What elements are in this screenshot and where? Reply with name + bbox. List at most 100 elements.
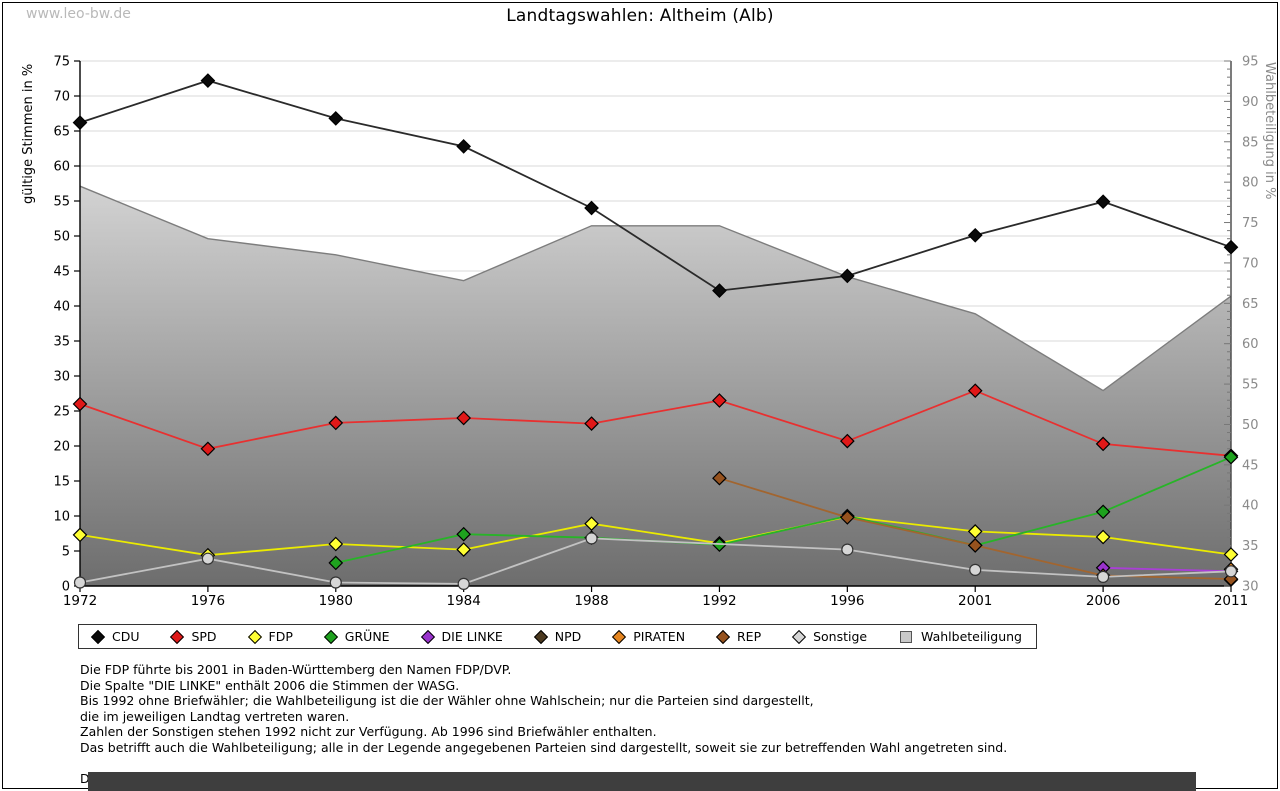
data-point-cdu (456, 139, 472, 154)
y-right-tick-label: 30 (1242, 580, 1259, 595)
data-point-spd (839, 433, 855, 449)
y-right-tick-label: 40 (1242, 499, 1259, 514)
series-cdu (72, 73, 1239, 298)
x-tick-label: 1980 (319, 593, 353, 609)
data-point-spd (328, 415, 344, 431)
turnout-area (79, 185, 1232, 586)
series-line-spd (79, 389, 1232, 457)
series-spd (72, 383, 1239, 464)
legend: CDU SPD FDP GRÜNE DIE LINKE NPD PIRATEN REP Sons… (78, 624, 1037, 649)
legend-item-sonstige: Sonstige (791, 629, 868, 644)
legend-item-wahlbeteiligung: Wahlbeteiligung (900, 629, 1022, 644)
data-point-cdu (839, 268, 855, 284)
bottom-bar (88, 772, 1196, 791)
data-point-sonstige (969, 563, 982, 577)
data-point-spd (712, 393, 727, 408)
data-point-spd (584, 416, 599, 431)
data-point-cdu (712, 283, 727, 298)
x-tick-label: 1976 (191, 593, 225, 609)
axes: 0 5 10 15 20 25 30 35 40 45 50 55 60 65 70 75 30 35 40 45 50… (21, 55, 1277, 610)
data-point-sonstige (329, 576, 342, 589)
y-left-tick-label: 35 (53, 335, 70, 350)
legend-label: SPD (191, 629, 217, 644)
y-right-tick-label: 50 (1242, 418, 1259, 433)
legend-item-npd: NPD (533, 629, 581, 644)
wahlbeteiligung-legend-marker (900, 630, 913, 643)
legend-item-cdu: CDU (90, 629, 140, 644)
data-point-sonstige (1224, 565, 1238, 578)
data-point-cdu (200, 73, 216, 88)
x-tick-label: 1988 (574, 593, 608, 609)
data-point-fdp (328, 536, 344, 552)
data-point-cdu (1223, 239, 1239, 255)
y-right-tick-label: 60 (1242, 337, 1259, 352)
y-left-tick-label: 5 (62, 545, 70, 560)
legend-item-spd: SPD (170, 629, 217, 644)
data-point-sonstige (457, 577, 470, 591)
data-point-spd (456, 410, 472, 426)
data-point-sonstige (73, 576, 87, 589)
fdp-legend-marker (247, 629, 262, 644)
spd-legend-marker (170, 629, 185, 644)
data-point-sonstige (1097, 570, 1110, 584)
legend-label: GRÜNE (344, 629, 390, 644)
turnout-area-edge (79, 185, 1232, 392)
data-point-spd (200, 441, 216, 457)
data-point-gruene (1095, 504, 1111, 520)
legend-label: Sonstige (813, 629, 868, 644)
x-tick-label: 1996 (830, 593, 864, 609)
data-point-gruene (456, 526, 472, 542)
data-point-rep (839, 510, 855, 525)
data-point-spd (72, 396, 88, 412)
y-right-tick-label: 90 (1242, 95, 1259, 110)
data-point-fdp (456, 542, 472, 557)
footnote-line: Die Spalte "DIE LINKE" enthält 2006 die … (80, 677, 460, 693)
footnote-line: die im jeweiligen Landtag vertreten ware… (80, 708, 350, 724)
y-right-tick-label: 70 (1242, 256, 1259, 271)
y-left-tick-label: 15 (53, 475, 70, 490)
footnote-line: Bis 1992 ohne Briefwähler; die Wahlbetei… (80, 693, 814, 709)
data-point-spd (1095, 436, 1111, 452)
y-left-tick-label: 70 (53, 90, 70, 105)
y-left-tick-label: 20 (53, 440, 70, 455)
npd-legend-marker (533, 629, 548, 644)
series-sonstige (73, 532, 1238, 591)
data-point-sonstige (841, 543, 854, 556)
data-point-sonstige (201, 552, 214, 565)
rep-legend-marker (715, 629, 731, 644)
footnote-line: Das betrifft auch die Wahlbeteiligung; a… (80, 739, 1008, 755)
data-point-cdu (967, 227, 983, 243)
data-point-sonstige (585, 532, 598, 545)
data-point-fdp (584, 516, 599, 532)
data-point-cdu (72, 115, 88, 130)
gruene-legend-marker (323, 629, 338, 644)
series-line-gruene (335, 456, 1232, 564)
footnote-spacer (80, 756, 1007, 772)
data-point-spd (967, 383, 983, 399)
y-left-tick-label: 10 (53, 510, 70, 525)
data-point-rep (967, 538, 983, 553)
y-left-tick-label: 60 (53, 160, 70, 175)
legend-label: Wahlbeteiligung (921, 629, 1022, 644)
x-tick-label: 1972 (63, 593, 97, 609)
legend-label: FDP (268, 629, 293, 644)
x-tick-label: 1984 (446, 593, 480, 609)
legend-item-gruene: GRÜNE (323, 629, 390, 644)
data-point-fdp (1223, 547, 1239, 562)
series-fdp (72, 509, 1239, 563)
y-right-tick-label: 85 (1242, 135, 1259, 150)
y-left-tick-label: 50 (53, 230, 70, 245)
y-left-tick-label: 75 (53, 55, 70, 70)
y-right-tick-label: 35 (1242, 539, 1259, 554)
election-line-chart: 0 5 10 15 20 25 30 35 40 45 50 55 60 65 70 75 30 35 40 45 50… (21, 55, 1277, 610)
site-watermark: www.leo-bw.de (26, 6, 131, 22)
data-point-fdp (72, 527, 88, 543)
y-left-tick-label: 55 (53, 195, 70, 210)
piraten-legend-marker (612, 629, 627, 644)
data-point-cdu (584, 200, 599, 216)
y-right-tick-label: 80 (1242, 176, 1259, 191)
y-right-tick-label: 95 (1242, 55, 1259, 70)
legend-item-piraten: PIRATEN (612, 629, 685, 644)
y-left-tick-label: 65 (53, 125, 70, 140)
